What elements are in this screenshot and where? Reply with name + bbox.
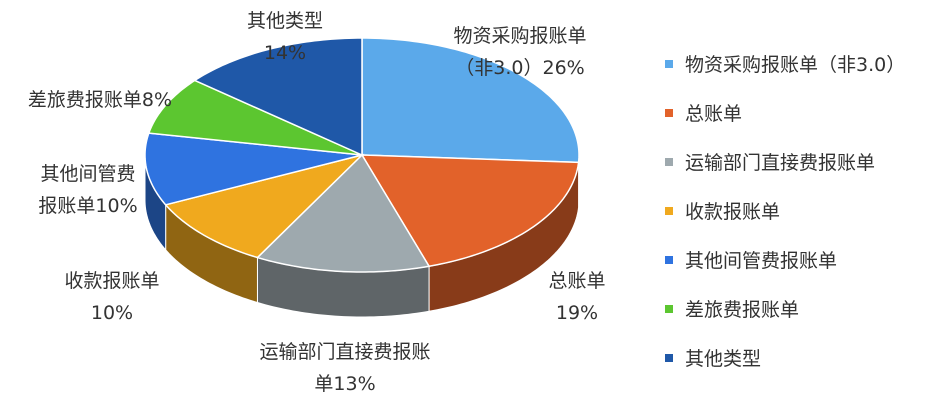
legend-item: 其他间管费报账单: [665, 246, 837, 273]
legend-label: 收款报账单: [685, 201, 781, 223]
data-label: 收款报账单 10%: [57, 265, 167, 329]
data-label-category: 其他间管费报账单: [38, 163, 136, 217]
legend-label: 其他间管费报账单: [685, 250, 838, 272]
legend-label: 其他类型: [685, 348, 762, 370]
data-label-value: 26%: [542, 57, 585, 79]
data-label-category: 总账单: [548, 270, 606, 292]
slice: [193, 37, 363, 157]
slice: [164, 153, 365, 259]
data-label-value: 8%: [141, 89, 173, 111]
legend-label: 差旅费报账单: [685, 299, 800, 321]
legend-item: 运输部门直接费报账单: [665, 148, 875, 175]
legend-swatch: [665, 157, 673, 166]
data-label-category: 运输部门直接费报账单: [259, 341, 431, 395]
data-label-value: 10%: [95, 195, 138, 217]
data-label: 其他类型 14%: [235, 5, 335, 69]
slice: [144, 132, 363, 206]
legend-label: 物资采购报账单（非3.0）: [685, 54, 906, 76]
legend-swatch: [665, 59, 673, 68]
slice: [147, 79, 363, 156]
data-label: 其他间管费报账单10%: [33, 158, 143, 222]
data-label-category: 收款报账单: [64, 270, 160, 292]
legend-swatch: [665, 255, 673, 264]
data-label-category: 物资采购报账单（非3.0）: [453, 25, 587, 79]
data-label: 物资采购报账单（非3.0）26%: [435, 20, 605, 84]
data-label-value: 14%: [263, 42, 307, 64]
data-label-category: 差旅费报账单: [27, 89, 142, 111]
data-label: 总账单 19%: [537, 265, 617, 329]
legend-label: 运输部门直接费报账单: [685, 152, 876, 174]
data-label: 运输部门直接费报账单13%: [255, 336, 435, 400]
data-label-value: 13%: [333, 373, 376, 395]
legend-swatch: [665, 353, 673, 362]
legend-item: 收款报账单: [665, 197, 780, 224]
legend-item: 总账单: [665, 99, 742, 126]
legend-item: 其他类型: [665, 344, 761, 371]
legend-swatch: [665, 206, 673, 215]
data-label-category: 其他类型: [246, 10, 323, 32]
legend-swatch: [665, 304, 673, 313]
slice: [361, 37, 580, 164]
legend-item: 差旅费报账单: [665, 295, 799, 322]
data-label-value: 19%: [555, 302, 599, 324]
data-label-value: 10%: [90, 302, 134, 324]
slice: [256, 153, 431, 273]
slice: [360, 154, 580, 268]
legend-swatch: [665, 108, 673, 117]
legend-label: 总账单: [685, 103, 743, 125]
legend-item: 物资采购报账单（非3.0）: [665, 50, 905, 77]
data-label: 差旅费报账单8%: [0, 84, 200, 116]
